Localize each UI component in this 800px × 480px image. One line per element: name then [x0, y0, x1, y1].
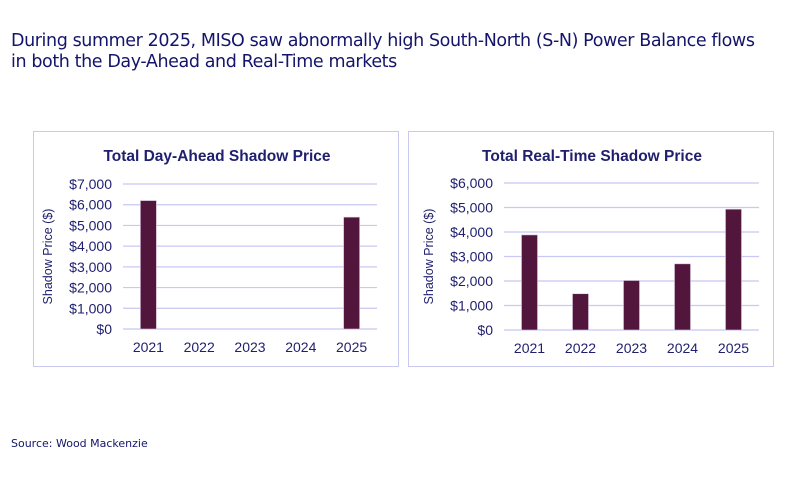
- x-tick-label: 2022: [565, 340, 596, 356]
- y-tick-label: $0: [96, 321, 112, 337]
- bar-2025: [343, 216, 360, 330]
- day-ahead-chart-panel: Total Day-Ahead Shadow Price $0 $1,000 $2,0…: [33, 131, 399, 367]
- day-ahead-chart: Total Day-Ahead Shadow Price $0 $1,000 $2,0…: [41, 148, 377, 355]
- headline: During summer 2025, MISO saw abnormally …: [11, 31, 755, 72]
- y-tick-label: $3,000: [69, 259, 112, 275]
- y-axis-label: Shadow Price ($): [422, 209, 436, 305]
- bar-2021: [140, 200, 157, 330]
- y-tick-label: $2,000: [450, 273, 493, 289]
- x-tick-label: 2022: [184, 339, 215, 355]
- y-tick-label: $3,000: [450, 249, 493, 265]
- real-time-chart-panel: Total Real-Time Shadow Price $0 $1,000 $2,0…: [408, 131, 774, 367]
- y-axis-label: Shadow Price ($): [41, 209, 55, 305]
- bar-2021: [521, 234, 538, 331]
- real-time-chart: Total Real-Time Shadow Price $0 $1,000 $2,0…: [422, 148, 759, 356]
- bar-2022: [572, 293, 589, 331]
- bar-2025: [725, 208, 742, 331]
- y-tick-label: $6,000: [69, 197, 112, 213]
- x-tick-label: 2023: [616, 340, 647, 356]
- x-tick-label: 2021: [514, 340, 545, 356]
- x-tick-label: 2025: [718, 340, 749, 356]
- y-tick-label: $6,000: [450, 175, 493, 191]
- y-tick-label: $4,000: [69, 238, 112, 254]
- source-note: Source: Wood Mackenzie: [11, 437, 148, 450]
- bar-2024: [674, 263, 691, 331]
- chart-title: Total Real-Time Shadow Price: [482, 148, 702, 165]
- bar-2023: [623, 280, 640, 331]
- y-tick-label: $2,000: [69, 280, 112, 296]
- y-tick-label: $0: [477, 322, 493, 338]
- y-tick-label: $1,000: [69, 300, 112, 316]
- y-tick-label: $7,000: [69, 176, 112, 192]
- y-tick-label: $5,000: [450, 200, 493, 216]
- x-tick-label: 2024: [285, 339, 316, 355]
- y-tick-label: $5,000: [69, 217, 112, 233]
- x-tick-label: 2025: [336, 339, 367, 355]
- chart-title: Total Day-Ahead Shadow Price: [103, 148, 330, 165]
- x-tick-label: 2024: [667, 340, 698, 356]
- y-tick-label: $4,000: [450, 224, 493, 240]
- x-tick-label: 2021: [133, 339, 164, 355]
- x-tick-label: 2023: [234, 339, 265, 355]
- y-tick-label: $1,000: [450, 298, 493, 314]
